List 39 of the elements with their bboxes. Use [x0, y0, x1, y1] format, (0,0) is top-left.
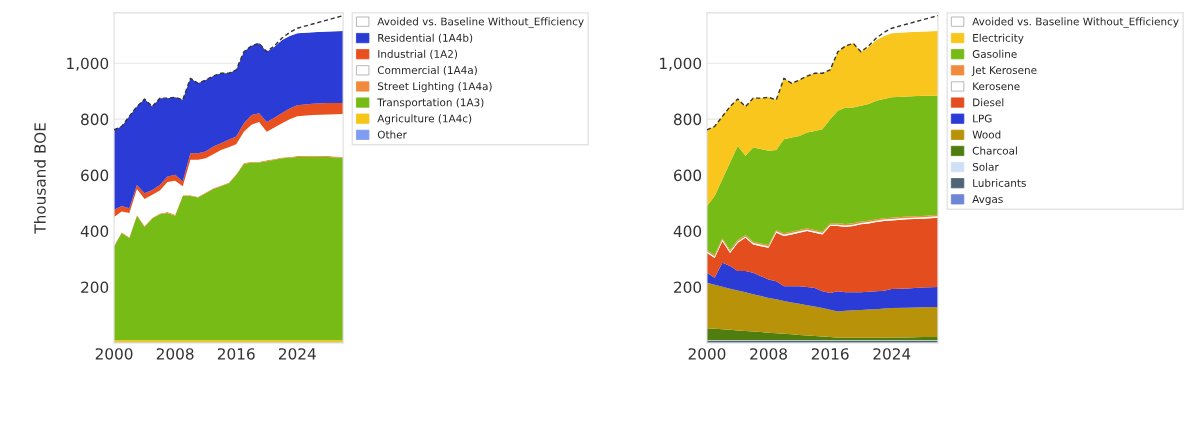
y-tick-label: 600	[674, 169, 702, 182]
legend-label: Avgas	[972, 195, 1003, 206]
legend-label: Solar	[972, 162, 999, 171]
y-tick-label: 200	[674, 281, 702, 294]
legend-label: Diesel	[973, 98, 1004, 107]
y-tick-label: 1,000	[67, 57, 109, 71]
y-tick-label: 400	[80, 225, 109, 238]
y-tick-label: 800	[673, 113, 702, 126]
x-tick-label: 2024	[278, 348, 316, 360]
y-tick-label: 800	[81, 113, 109, 126]
legend-label: Avoided vs. Baseline Without_Efficiency	[377, 17, 584, 28]
legend-label: Agriculture (1A4c)	[377, 114, 472, 125]
y-tick-label: 200	[81, 281, 109, 294]
x-tick-label: 2008	[156, 348, 194, 360]
legend-label: Residential (1A4b)	[378, 33, 473, 44]
x-tick-label: 2008	[750, 348, 787, 360]
y-tick-label: 600	[81, 169, 109, 182]
legend-label: LPG	[973, 114, 992, 123]
legend-label: Gasoline	[972, 49, 1017, 58]
legend-label: Charcoal	[972, 146, 1017, 155]
legend-label: Street Lighting (1A4a)	[377, 82, 492, 93]
legend-label: Commercial (1A4a)	[377, 65, 477, 76]
legend-label: Lubricants	[973, 178, 1026, 187]
y-axis-title: Thousand BOE	[34, 123, 46, 234]
y-tick-label: 400	[673, 225, 702, 238]
legend-label: Transportation (1A3)	[377, 98, 484, 109]
x-tick-label: 2024	[873, 348, 911, 360]
legend-label: Avoided vs. Baseline Without_Efficiency	[972, 17, 1179, 28]
legend-label: Industrial (1A2)	[378, 49, 458, 60]
x-tick-label: 2016	[217, 348, 255, 360]
legend-label: Electricity	[973, 33, 1024, 44]
legend-label: Wood	[972, 130, 1001, 139]
legend-label: Jet Kerosene	[971, 66, 1037, 76]
legend-label: Kerosene	[973, 82, 1020, 91]
legend-label: Other	[377, 130, 407, 139]
x-tick-label: 2000	[688, 348, 726, 360]
y-tick-label: 1,000	[660, 57, 702, 71]
x-tick-label: 2000	[95, 348, 133, 360]
x-tick-label: 2016	[811, 348, 849, 360]
